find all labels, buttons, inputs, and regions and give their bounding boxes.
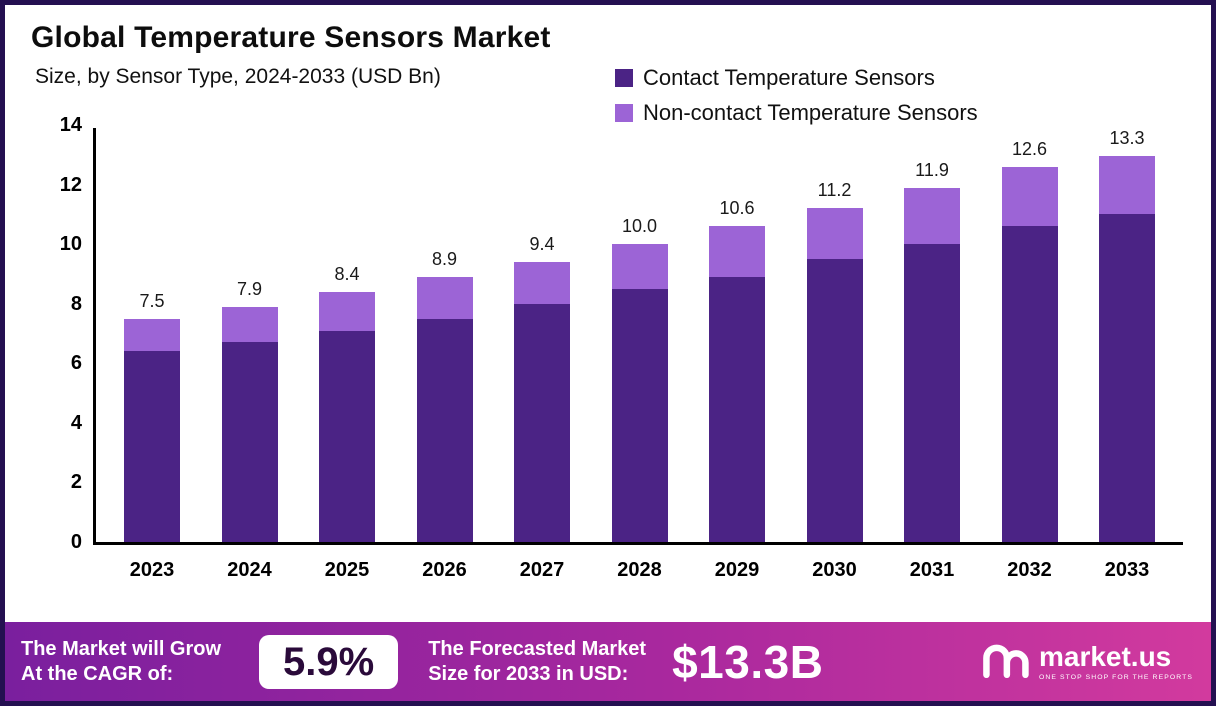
- bar-2031: 11.9 2031: [904, 128, 960, 581]
- legend-item: Contact Temperature Sensors: [615, 65, 978, 91]
- bar-total-label: 11.9: [915, 159, 949, 180]
- bar-2024: 7.9 2024: [221, 128, 278, 581]
- y-tick-label: 0: [70, 531, 82, 553]
- marketus-logo-icon: [979, 637, 1031, 686]
- bar-segment-contact: [416, 318, 473, 542]
- bar-total-label: 7.9: [236, 278, 263, 299]
- x-axis-label: 2024: [227, 559, 272, 581]
- x-axis-label: 2027: [519, 559, 565, 581]
- x-axis-label: 2026: [422, 559, 467, 581]
- legend-item: Non-contact Temperature Sensors: [615, 100, 978, 126]
- x-axis-label: 2032: [1007, 559, 1052, 581]
- bar-2029: 10.6 2029: [709, 128, 765, 581]
- legend-swatch: [615, 104, 633, 122]
- bar-segment-noncontact: [319, 291, 375, 331]
- legend-swatch: [615, 69, 633, 87]
- bar-segment-contact: [514, 303, 570, 542]
- bar-2033: 13.3 2033: [1099, 128, 1155, 581]
- legend: Contact Temperature Sensors Non-contact T…: [615, 65, 978, 126]
- x-axis-label: 2029: [714, 559, 760, 581]
- forecast-label: The Forecasted Market Size for 2033 in U…: [428, 637, 646, 687]
- cagr-label-line1: The Market will Grow: [21, 637, 222, 660]
- bar-segment-contact: [904, 244, 960, 542]
- marketus-logo-tagline: ONE STOP SHOP FOR THE REPORTS: [1038, 673, 1193, 681]
- bar-segment-noncontact: [611, 244, 668, 289]
- y-tick-label: 2: [70, 471, 82, 494]
- x-axis-label: 2028: [617, 559, 662, 581]
- bar-2030: 11.2 2030: [806, 128, 863, 581]
- bar-total-label: 8.9: [431, 248, 458, 269]
- y-tick-label: 14: [59, 114, 82, 136]
- bar-segment-contact: [1099, 214, 1155, 542]
- y-tick-label: 10: [59, 233, 82, 256]
- bar-2028: 10.0 2028: [611, 128, 668, 581]
- y-tick-label: 4: [70, 411, 82, 434]
- bar-total-label: 13.3: [1109, 128, 1145, 148]
- bar-total-label: 12.6: [1011, 138, 1048, 159]
- bar-2027: 9.4 2027: [514, 128, 570, 581]
- x-axis-label: 2025: [324, 559, 370, 581]
- bar-segment-contact: [709, 276, 765, 542]
- page-title: Global Temperature Sensors Market: [31, 21, 551, 54]
- bar-segment-contact: [124, 351, 180, 542]
- y-tick-label: 8: [70, 292, 82, 315]
- marketus-logo-text: market.us: [1038, 640, 1172, 672]
- y-axis: 0 2 4 6 8 10 12 14: [40, 114, 82, 553]
- chart-subtitle: Size, by Sensor Type, 2024-2033 (USD Bn): [35, 65, 441, 88]
- cagr-value-badge: 5.9%: [259, 634, 399, 689]
- bar-2026: 8.9 2026: [416, 128, 473, 581]
- bar-total-label: 11.2: [817, 180, 852, 201]
- forecast-value: $13.3B: [672, 635, 824, 688]
- marketus-logo: market.us ONE STOP SHOP FOR THE REPORTS: [979, 637, 1193, 686]
- legend-label: Non-contact Temperature Sensors: [643, 100, 978, 125]
- bar-total-label: 9.4: [529, 234, 555, 255]
- y-tick-label: 6: [70, 352, 82, 375]
- bar-chart-plot: 0 2 4 6 8 10 12 14 7.5 2023 7.9 2024 8.4 2025 8.9 2026…: [60, 114, 1183, 581]
- bar-segment-noncontact: [1099, 156, 1155, 215]
- bar-segment-contact: [1001, 226, 1058, 542]
- marketus-logo-text-block: market.us ONE STOP SHOP FOR THE REPORTS: [1038, 640, 1193, 681]
- bar-total-label: 10.6: [719, 198, 755, 219]
- bar-segment-contact: [611, 288, 668, 542]
- bar-2023: 7.5 2023: [124, 128, 180, 581]
- legend-label: Contact Temperature Sensors: [643, 65, 935, 90]
- bar-2025: 8.4 2025: [319, 128, 375, 581]
- cagr-label-line2: At the CAGR of:: [21, 662, 174, 685]
- bar-segment-contact: [319, 330, 375, 542]
- cagr-label: The Market will Grow At the CAGR of:: [21, 637, 221, 687]
- bar-segment-noncontact: [904, 187, 960, 245]
- footer-banner: The Market will Grow At the CAGR of: 5.9…: [5, 622, 1211, 701]
- bar-segment-contact: [221, 342, 278, 542]
- x-axis-label: 2033: [1104, 559, 1150, 581]
- bar-total-label: 7.5: [139, 290, 165, 311]
- x-axis-label: 2023: [129, 559, 175, 581]
- bar-segment-noncontact: [124, 318, 180, 352]
- bar-segment-noncontact: [806, 208, 863, 260]
- forecast-label-line1: The Forecasted Market: [428, 637, 647, 660]
- chart-section: Global Temperature Sensors Market Size, …: [5, 5, 1211, 622]
- bar-2032: 12.6 2032: [1001, 128, 1058, 581]
- bar-segment-noncontact: [416, 276, 473, 319]
- bars-row: 7.5 2023 7.9 2024 8.4 2025 8.9 2026 9.4 2027 10.0 2…: [96, 128, 1183, 581]
- bar-segment-contact: [806, 259, 863, 542]
- bar-segment-noncontact: [514, 262, 570, 304]
- bar-segment-noncontact: [709, 226, 765, 277]
- bar-total-label: 10.0: [621, 216, 658, 237]
- y-tick-label: 12: [59, 173, 82, 196]
- x-axis-label: 2030: [812, 559, 857, 581]
- bar-segment-noncontact: [221, 306, 278, 343]
- bar-total-label: 8.4: [334, 263, 360, 284]
- forecast-label-line2: Size for 2033 in USD:: [428, 662, 629, 685]
- bar-segment-noncontact: [1001, 166, 1058, 227]
- x-axis-label: 2031: [909, 559, 955, 581]
